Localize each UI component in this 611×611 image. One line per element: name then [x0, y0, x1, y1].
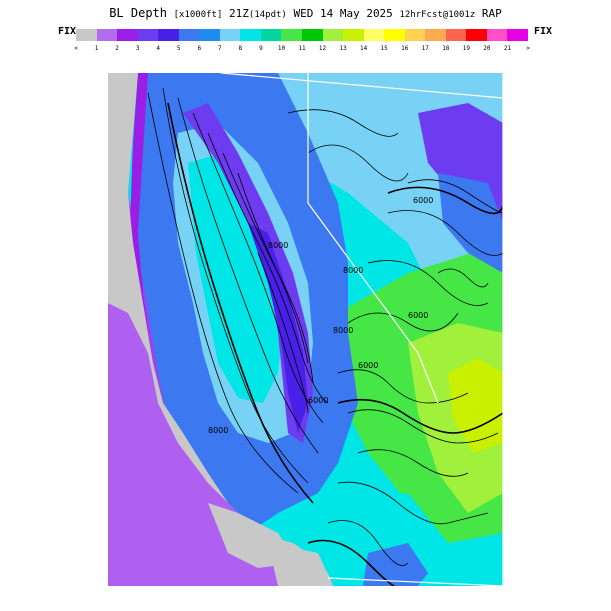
title-valid-time: 21Z	[229, 7, 249, 20]
legend-swatch-1	[96, 29, 118, 41]
legend-tick-label-8: 8	[238, 45, 243, 52]
legend-tick-label-16: 16	[401, 45, 409, 52]
ca-nv-border	[307, 73, 439, 404]
legend-swatch-7	[219, 29, 241, 41]
contour-label-3: 6000	[408, 311, 428, 320]
legend-swatch-11	[302, 29, 323, 41]
legend-swatch-3	[137, 29, 159, 41]
coast-purple-fringe	[130, 73, 208, 518]
legend-swatch-0	[76, 29, 97, 41]
legend-tick-label-11: 11	[298, 45, 306, 52]
contour-label-5: 8000	[268, 241, 288, 250]
legend-swatch-16	[404, 29, 426, 41]
legend-tick-label-19: 19	[462, 45, 470, 52]
title-units: [x1000ft]	[173, 10, 223, 20]
legend-swatch-4	[158, 29, 179, 41]
contour-label-1: 6000	[413, 196, 433, 205]
legend-swatch-8	[240, 29, 261, 41]
title-local-time: (14pdt)	[248, 10, 287, 20]
legend-fix-right: FIX	[534, 26, 553, 37]
far-south-gray-land	[268, 543, 333, 586]
contour-label-8: 8000	[208, 426, 228, 435]
legend-swatch-2	[117, 29, 138, 41]
contour-label-7: 6000	[308, 396, 328, 405]
legend-swatch-21	[507, 29, 529, 41]
title-model: RAP	[481, 7, 502, 20]
northeast-blue-ring	[438, 173, 503, 273]
color-legend-ticks: <1 2 3 4 5 6 7 8 9 10 11 12 13 14 15 16 17 18 19 20 21 >	[70, 45, 534, 55]
legend-swatch-13	[343, 29, 364, 41]
legend-tick-label-0: <	[74, 45, 78, 52]
state-borders	[220, 73, 503, 586]
sierra-purple-ridge	[183, 103, 313, 443]
legend-swatch-6	[199, 29, 220, 41]
legend-swatch-12	[322, 29, 344, 41]
bl-depth-contours-thick	[167, 102, 503, 586]
legend-swatch-20	[486, 29, 508, 41]
bl-depth-map: 6000 8000 6000 8000 8000 6000 6000 8000	[108, 73, 503, 586]
legend-tick-label-9: 9	[259, 45, 263, 52]
legend-swatch-10	[281, 29, 303, 41]
legend-swatch-18	[445, 29, 467, 41]
contour-labels: 6000 8000 6000 8000 8000 6000 6000 8000	[208, 196, 433, 435]
yellow-high-bl-area	[448, 358, 503, 453]
contour-label-2: 8000	[343, 266, 363, 275]
legend-swatch-17	[425, 29, 446, 41]
legend-tick-label-3: 3	[135, 45, 140, 52]
legend-swatch-9	[260, 29, 282, 41]
legend-tick-label-2: 2	[115, 45, 119, 52]
legend-swatch-19	[466, 29, 487, 41]
legend-tick-label-7: 7	[218, 45, 222, 52]
legend-tick-label-18: 18	[442, 45, 450, 52]
map-title: BL Depth [x1000ft] 21Z(14pdt) WED 14 May…	[0, 6, 611, 20]
legend-swatch-5	[178, 29, 200, 41]
title-date: WED 14 May 2025	[293, 7, 393, 20]
title-forecast: 12hrFcst@1001z	[399, 10, 476, 20]
contour-label-6: 6000	[358, 361, 378, 370]
ocean-purple-lower	[108, 303, 323, 586]
legend-tick-label-22: >	[526, 45, 530, 52]
south-blue-patch	[363, 543, 428, 586]
sierra-dark-core	[248, 223, 308, 433]
bl-depth-contours	[147, 87, 503, 566]
legend-tick-label-21: 21	[503, 45, 512, 52]
color-legend-bar	[76, 29, 529, 41]
title-product: BL Depth	[109, 6, 167, 20]
legend-fix-left: FIX	[58, 26, 77, 37]
legend-tick-label-5: 5	[176, 45, 181, 52]
legend-tick-label-1: 1	[94, 45, 99, 52]
contour-label-4: 8000	[333, 326, 353, 335]
legend-tick-label-15: 15	[380, 45, 388, 52]
legend-tick-label-13: 13	[339, 45, 347, 52]
legend-swatch-15	[384, 29, 405, 41]
legend-tick-label-17: 17	[421, 45, 429, 52]
legend-swatch-14	[363, 29, 385, 41]
legend-tick-label-20: 20	[483, 45, 491, 52]
legend-tick-label-6: 6	[197, 45, 202, 52]
or-ca-border	[220, 73, 503, 99]
ca-mexico-border	[327, 577, 503, 586]
legend-tick-label-12: 12	[318, 45, 327, 52]
legend-tick-label-4: 4	[156, 45, 160, 52]
legend-tick-label-14: 14	[360, 45, 368, 52]
legend-tick-label-10: 10	[277, 45, 286, 52]
